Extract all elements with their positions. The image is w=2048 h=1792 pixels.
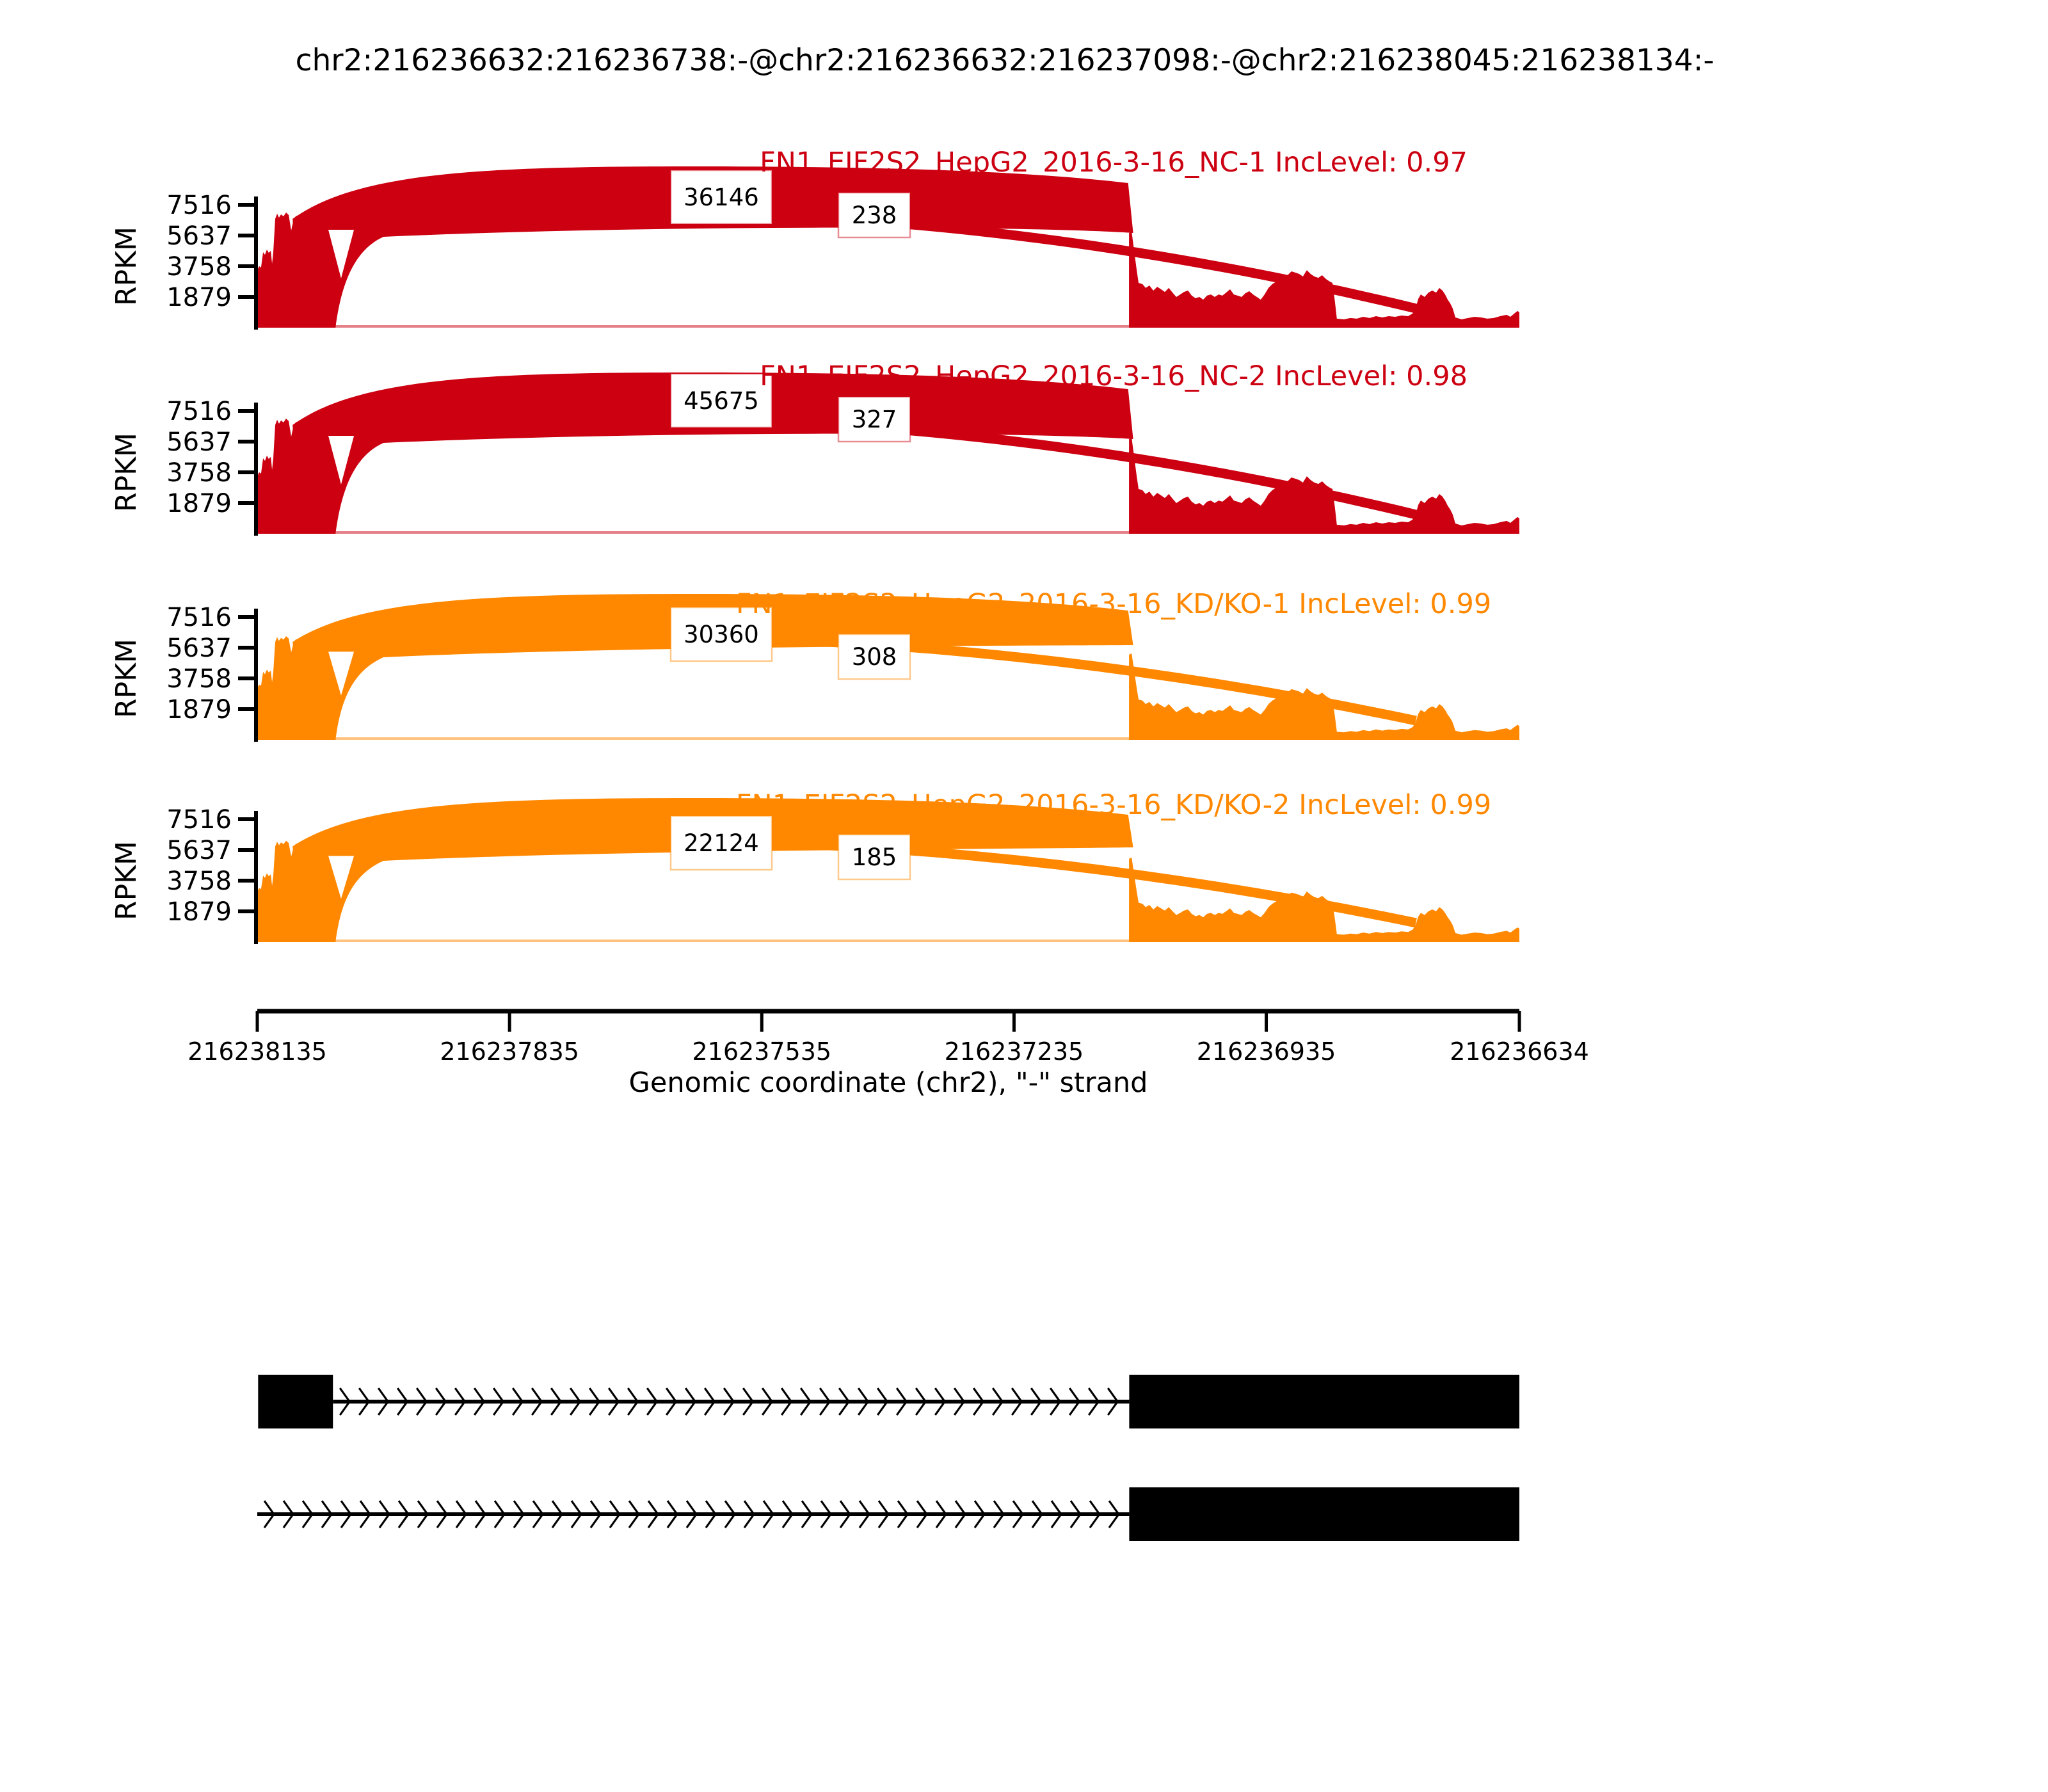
y-tick-label: 1879 xyxy=(166,283,232,312)
y-tick-label: 5637 xyxy=(166,221,232,251)
strand-direction-arrows xyxy=(263,1500,1120,1528)
y-axis-label: RPKM xyxy=(110,227,143,306)
baseline-coverage-strip xyxy=(258,737,1519,740)
y-tick-label: 7516 xyxy=(166,191,232,220)
x-tick-label: 216237535 xyxy=(692,1037,831,1066)
x-tick-label: 216237235 xyxy=(945,1037,1084,1066)
junction-arc-inclusion xyxy=(292,594,1133,740)
junction-count-box xyxy=(837,833,911,881)
junction-root-notch xyxy=(328,230,355,278)
coverage-area-long-exon xyxy=(1129,653,1519,740)
junction-count-label: 238 xyxy=(852,202,897,229)
y-tick-label: 5637 xyxy=(166,428,232,457)
junction-count-box xyxy=(837,396,911,443)
junction-count-label: 36146 xyxy=(684,184,759,211)
exon-rect xyxy=(1129,1487,1519,1541)
y-axis-label: RPKM xyxy=(110,639,143,718)
coverage-area-flanking-exon xyxy=(257,212,332,328)
coverage-area-flanking-exon xyxy=(257,636,332,740)
x-axis-title: Genomic coordinate (chr2), "-" strand xyxy=(629,1067,1148,1099)
junction-count-label: 22124 xyxy=(684,829,759,857)
y-tick-label: 5637 xyxy=(166,634,232,663)
junction-count-box xyxy=(837,191,911,239)
junction-arc-inclusion xyxy=(292,372,1133,534)
y-tick-label: 3758 xyxy=(166,867,232,896)
y-tick-label: 3758 xyxy=(166,664,232,694)
coverage-area-long-exon xyxy=(1129,858,1519,942)
x-tick-label: 216238135 xyxy=(188,1037,327,1066)
coverage-area-long-exon xyxy=(1129,438,1519,534)
junction-arc-inclusion xyxy=(292,798,1133,942)
junction-root-notch xyxy=(328,856,355,899)
junction-arc-inclusion xyxy=(292,166,1133,328)
isoform-2 xyxy=(257,1487,1519,1541)
coverage-area-long-exon xyxy=(1129,232,1519,328)
junction-count-label: 327 xyxy=(852,406,897,433)
track-title: FN1_EIF2S2_HepG2_2016-3-16_KD/KO-1 IncLe… xyxy=(736,588,1491,620)
y-axis-label: RPKM xyxy=(110,841,143,920)
y-tick-label: 1879 xyxy=(166,489,232,518)
baseline-coverage-strip xyxy=(258,940,1519,942)
junction-count-label: 308 xyxy=(852,643,897,671)
y-tick-label: 1879 xyxy=(166,695,232,724)
coverage-area-flanking-exon xyxy=(257,840,332,942)
y-tick-label: 7516 xyxy=(166,397,232,426)
exon-rect xyxy=(258,1375,333,1428)
y-tick-label: 3758 xyxy=(166,252,232,282)
junction-root-notch xyxy=(328,652,355,696)
junction-count-box xyxy=(837,633,911,680)
x-tick-label: 216236634 xyxy=(1450,1037,1589,1066)
coverage-area-flanking-exon xyxy=(257,418,332,534)
baseline-coverage-strip xyxy=(258,531,1519,534)
junction-count-box xyxy=(669,169,773,225)
x-tick-label: 216237835 xyxy=(440,1037,579,1066)
junction-count-label: 30360 xyxy=(684,621,759,648)
y-tick-label: 7516 xyxy=(166,603,232,632)
track-title: FN1_EIF2S2_HepG2_2016-3-16_NC-1 IncLevel… xyxy=(760,147,1468,179)
track-title: FN1_EIF2S2_HepG2_2016-3-16_NC-2 IncLevel… xyxy=(760,360,1468,392)
x-axis: 216238135 216237835 216237535 216237235 2162… xyxy=(188,1009,1589,1066)
y-tick-label: 3758 xyxy=(166,458,232,488)
baseline-coverage-strip xyxy=(258,325,1519,328)
y-tick-label: 5637 xyxy=(166,836,232,865)
track-title: FN1_EIF2S2_HepG2_2016-3-16_KD/KO-2 IncLe… xyxy=(736,789,1491,821)
junction-count-box xyxy=(669,372,773,429)
junction-count-box xyxy=(669,606,773,662)
strand-direction-arrows xyxy=(339,1388,1119,1416)
isoform-1 xyxy=(258,1375,1519,1428)
junction-root-notch xyxy=(328,436,355,484)
y-tick-label: 7516 xyxy=(166,805,232,835)
exon-rect xyxy=(1129,1375,1519,1428)
figure-title: chr2:216236632:216236738:-@chr2:21623663… xyxy=(296,43,1715,78)
x-tick-label: 216236935 xyxy=(1197,1037,1336,1066)
junction-count-label: 185 xyxy=(852,844,897,871)
junction-count-label: 45675 xyxy=(684,387,759,415)
junction-count-box xyxy=(669,815,773,871)
y-tick-label: 1879 xyxy=(166,897,232,927)
y-axis-label: RPKM xyxy=(110,433,143,512)
